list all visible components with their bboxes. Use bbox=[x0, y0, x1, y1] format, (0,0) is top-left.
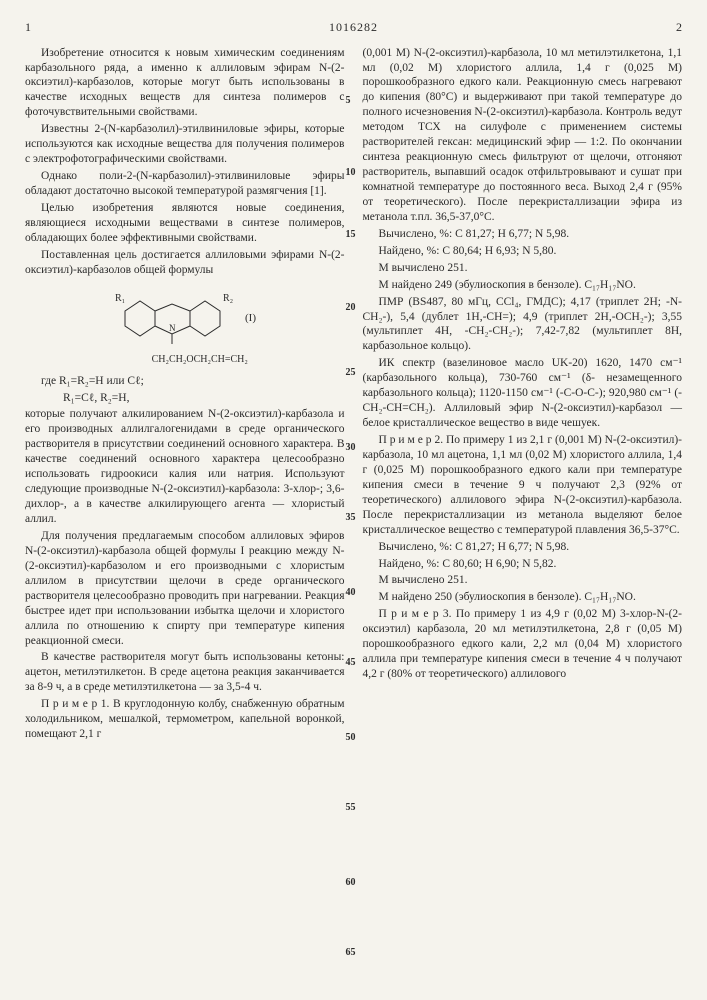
example-paragraph: П р и м е р 2. По примеру 1 из 2,1 г (0,… bbox=[363, 433, 683, 538]
right-column: (0,001 М) N-(2-оксиэтил)-карбазола, 10 м… bbox=[363, 46, 683, 745]
line-number: 15 bbox=[346, 228, 356, 241]
line-number: 5 bbox=[346, 94, 351, 107]
line-number: 65 bbox=[346, 946, 356, 959]
carbazole-structure-icon: R₁ R₂ N (I) bbox=[95, 286, 275, 356]
where-clause: R₁=Cℓ, R₂=H, bbox=[25, 391, 345, 406]
mw-found: М найдено 250 (эбулиоскопия в бензоле). … bbox=[363, 590, 683, 605]
chemical-formula: R₁ R₂ N (I) CH₂CH₂OCH₂CH=CH₂ bbox=[25, 286, 345, 366]
svg-text:R₁: R₁ bbox=[115, 293, 125, 304]
paragraph: (0,001 М) N-(2-оксиэтил)-карбазола, 10 м… bbox=[363, 46, 683, 225]
mw-calc: М вычислено 251. bbox=[363, 261, 683, 276]
paragraph: Поставленная цель достигается аллиловыми… bbox=[25, 248, 345, 278]
paragraph: которые получают алкилированием N-(2-окс… bbox=[25, 407, 345, 527]
svg-text:R₂: R₂ bbox=[223, 293, 233, 304]
document-number: 1016282 bbox=[31, 20, 676, 36]
paragraph: Для получения предлагаемым способом алли… bbox=[25, 529, 345, 649]
line-number: 50 bbox=[346, 731, 356, 744]
where-clause: где R₁=R₂=H или Cℓ; bbox=[25, 374, 345, 389]
paragraph: Однако поли-2-(N-карбазолил)-этилвинилов… bbox=[25, 169, 345, 199]
found-line: Найдено, %: С 80,60; H 6,90; N 5,82. bbox=[363, 557, 683, 572]
example-paragraph: П р и м е р 1. В круглодонную колбу, сна… bbox=[25, 697, 345, 742]
line-number: 40 bbox=[346, 586, 356, 599]
found-line: Найдено, %: С 80,64; H 6,93; N 5,80. bbox=[363, 244, 683, 259]
calc-line: Вычислено, %: С 81,27; H 6,77; N 5,98. bbox=[363, 227, 683, 242]
mw-found: М найдено 249 (эбулиоскопия в бензоле). … bbox=[363, 278, 683, 293]
line-number: 10 bbox=[346, 166, 356, 179]
ir-data: ИК спектр (вазелиновое масло UK-20) 1620… bbox=[363, 356, 683, 431]
example-paragraph: П р и м е р 3. По примеру 1 из 4,9 г (0,… bbox=[363, 607, 683, 682]
right-page-number: 2 bbox=[676, 20, 682, 36]
line-number: 45 bbox=[346, 656, 356, 669]
svg-text:N: N bbox=[169, 323, 176, 333]
mw-calc: М вычислено 251. bbox=[363, 573, 683, 588]
two-column-layout: Изобретение относится к новым химическим… bbox=[25, 46, 682, 745]
calc-line: Вычислено, %: С 81,27; H 6,77; N 5,98. bbox=[363, 540, 683, 555]
line-number: 25 bbox=[346, 366, 356, 379]
paragraph: Изобретение относится к новым химическим… bbox=[25, 46, 345, 121]
content-container: 5 10 15 20 25 30 35 40 45 50 55 60 65 Из… bbox=[25, 46, 682, 745]
left-column: Изобретение относится к новым химическим… bbox=[25, 46, 345, 745]
line-number: 30 bbox=[346, 441, 356, 454]
line-number: 55 bbox=[346, 801, 356, 814]
paragraph: Известны 2-(N-карбазолил)-этилвиниловые … bbox=[25, 122, 345, 167]
line-number: 60 bbox=[346, 876, 356, 889]
page-header: 1 1016282 2 bbox=[25, 20, 682, 36]
paragraph: Целью изобретения являются новые соедине… bbox=[25, 201, 345, 246]
line-number: 20 bbox=[346, 301, 356, 314]
paragraph: В качестве растворителя могут быть испол… bbox=[25, 650, 345, 695]
line-number: 35 bbox=[346, 511, 356, 524]
formula-number: (I) bbox=[245, 312, 256, 324]
nmr-data: ПМР (BS487, 80 мГц, CCl₄, ГМДС); 4,17 (т… bbox=[363, 295, 683, 355]
